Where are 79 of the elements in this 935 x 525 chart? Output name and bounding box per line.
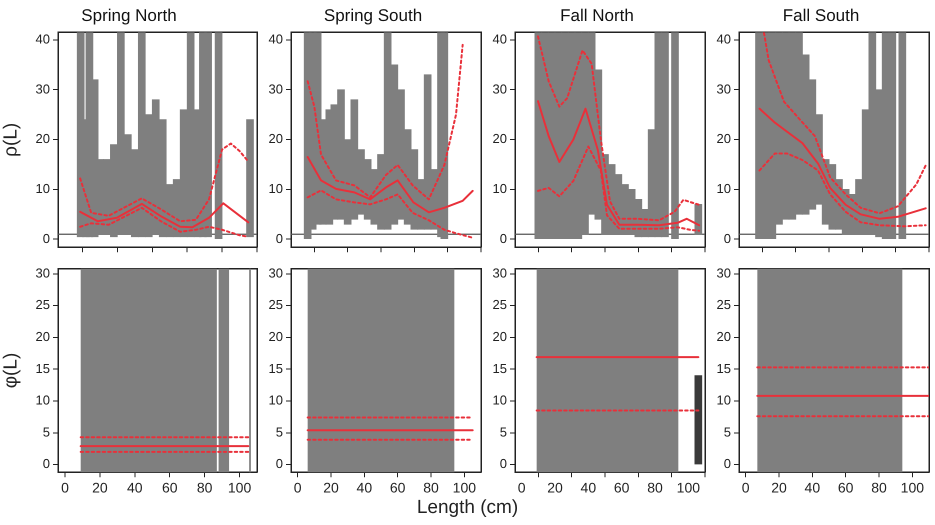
y-tick-label: 40 [36,31,50,46]
y-tick-label: 15 [492,360,507,376]
y-tick-label: 0 [724,230,731,246]
y-tick-label: 25 [492,297,507,312]
x-tick-label: 60 [390,479,406,496]
x-tick-label: 40 [127,479,143,496]
y-tick-label: 40 [492,31,507,46]
x-tick-label: 100 [452,479,476,496]
y-tick-label: 30 [716,81,731,96]
y-tick-label: 25 [36,297,50,312]
y-tick-label: 40 [716,31,731,46]
y-tick-label: 0 [276,456,283,472]
y-tick-label: 0 [724,456,731,472]
x-tick-label: 100 [228,479,252,496]
y-tick-label: 10 [492,180,507,196]
y-tick-label: 25 [716,297,731,312]
y-tick-label: 0 [276,230,283,246]
y-tick-label: 20 [492,329,507,344]
y-tick-label: 5 [724,424,731,440]
x-tick-label: 20 [323,479,339,496]
y-tick-label: 30 [36,265,50,280]
y-tick-label: 10 [36,392,50,408]
x-tick-label: 0 [742,479,750,496]
y-tick-label: 5 [42,424,50,440]
x-tick-label: 100 [676,479,700,496]
y-tick-label: 10 [36,180,50,196]
x-tick-label: 60 [162,479,178,496]
y-tick-label: 30 [36,81,50,96]
y-tick-label: 20 [268,329,283,344]
x-tick-label: 20 [547,479,563,496]
x-tick-label: 60 [614,479,630,496]
y-tick-label: 30 [268,81,283,96]
chart-title: Spring South [324,6,422,25]
y-tick-label: 5 [500,424,507,440]
y-tick-label: 15 [716,360,731,376]
x-tick-label: 0 [61,479,70,496]
y-tick-label: 20 [716,329,731,344]
chart-title: Fall South [782,6,860,25]
y-tick-label: 20 [36,329,50,344]
y-tick-label: 40 [268,31,283,46]
y-tick-label: 20 [36,131,50,146]
x-tick-label: 100 [900,479,924,496]
x-tick-label: 0 [518,479,526,496]
x-tick-label: 20 [92,479,108,496]
y-tick-label: 30 [268,265,283,280]
y-tick-label: 30 [716,265,731,280]
y-tick-label: 20 [716,131,731,146]
x-tick-label: 80 [423,479,439,496]
x-tick-label: 80 [196,479,213,496]
x-tick-label: 40 [804,479,820,496]
y-tick-label: 10 [268,180,283,196]
chart-title: Fall North [560,6,634,25]
x-tick-label: 60 [838,479,854,496]
x-axis-title: Length (cm) [416,497,520,519]
x-tick-label: 80 [871,479,887,496]
x-tick-label: 80 [647,479,663,496]
y-tick-label: 0 [42,456,50,472]
y-tick-label: 10 [268,392,283,408]
y-tick-label: 25 [268,297,283,312]
y-axis-title: ρ(L) [0,122,22,157]
y-tick-label: 10 [716,180,731,196]
y-tick-label: 0 [42,230,50,246]
y-tick-label: 15 [36,360,50,376]
x-tick-label: 40 [356,479,372,496]
y-tick-label: 30 [492,81,507,96]
x-tick-label: 40 [580,479,596,496]
x-tick-label: 0 [294,479,302,496]
y-axis-title: φ(L) [0,352,22,388]
y-tick-label: 0 [500,230,507,246]
y-tick-label: 20 [268,131,283,146]
y-tick-label: 10 [716,392,731,408]
y-tick-label: 20 [492,131,507,146]
chart-title: Spring North [81,6,177,25]
y-tick-label: 30 [492,265,507,280]
y-tick-label: 15 [268,360,283,376]
y-tick-label: 5 [276,424,283,440]
y-tick-label: 10 [492,392,507,408]
x-tick-label: 20 [771,479,787,496]
y-tick-label: 0 [500,456,507,472]
